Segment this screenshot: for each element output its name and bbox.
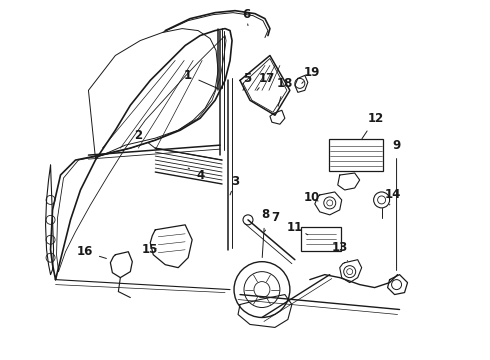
Text: 1: 1 — [184, 69, 218, 89]
Text: 9: 9 — [392, 139, 401, 270]
Text: 14: 14 — [384, 188, 401, 205]
Text: 17: 17 — [257, 72, 275, 90]
Text: 16: 16 — [76, 245, 106, 258]
Text: 10: 10 — [304, 192, 320, 204]
Text: 11: 11 — [287, 221, 308, 235]
Text: 2: 2 — [134, 129, 157, 149]
Text: 6: 6 — [242, 8, 250, 26]
Text: 3: 3 — [230, 175, 239, 195]
Text: 13: 13 — [332, 241, 348, 261]
Text: 4: 4 — [188, 168, 204, 181]
Text: 19: 19 — [302, 66, 320, 84]
Text: 7: 7 — [265, 211, 279, 231]
Text: 18: 18 — [277, 77, 293, 106]
Text: 8: 8 — [261, 208, 269, 257]
Text: 12: 12 — [362, 112, 384, 139]
Text: 5: 5 — [243, 72, 251, 90]
Text: 15: 15 — [142, 243, 158, 256]
